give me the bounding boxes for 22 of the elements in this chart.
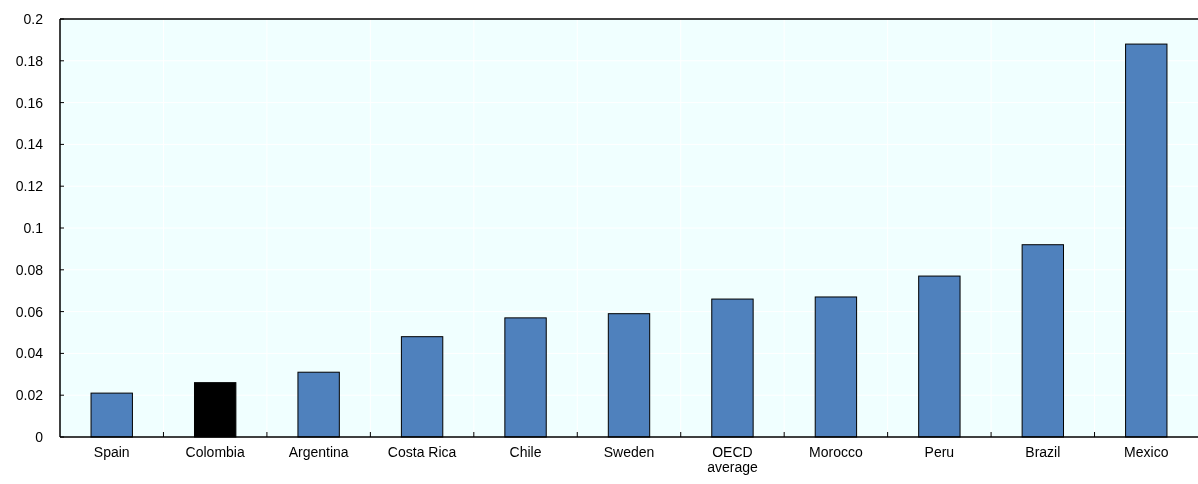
x-tick-label: Spain <box>93 444 130 460</box>
x-tick-label: Argentina <box>288 444 349 460</box>
y-tick-label: 0.02 <box>15 387 44 404</box>
y-tick-label: 0.16 <box>15 94 44 111</box>
x-tick-label: Morocco <box>809 444 863 460</box>
y-tick-label: 0 <box>35 428 44 445</box>
y-tick-label: 0.08 <box>15 261 44 278</box>
x-tick-label: Costa Rica <box>387 444 457 460</box>
y-tick-label: 0.18 <box>15 52 44 69</box>
y-tick-label: 0.2 <box>23 10 44 27</box>
y-tick-label: 0.1 <box>23 219 44 236</box>
y-tick-label: 0.06 <box>15 303 44 320</box>
x-tick-label: Sweden <box>603 444 655 460</box>
x-tick-label: Peru <box>924 444 955 460</box>
y-tick-label: 0.14 <box>15 136 44 153</box>
x-tick-label: OECD average <box>707 444 758 475</box>
x-tick-label: Chile <box>509 444 542 460</box>
y-tick-label: 0.12 <box>15 178 44 195</box>
x-tick-label: Brazil <box>1025 444 1061 460</box>
x-tick-label: Colombia <box>185 444 245 460</box>
x-tick-label: Mexico <box>1124 444 1169 460</box>
y-tick-label: 0.04 <box>15 345 44 362</box>
